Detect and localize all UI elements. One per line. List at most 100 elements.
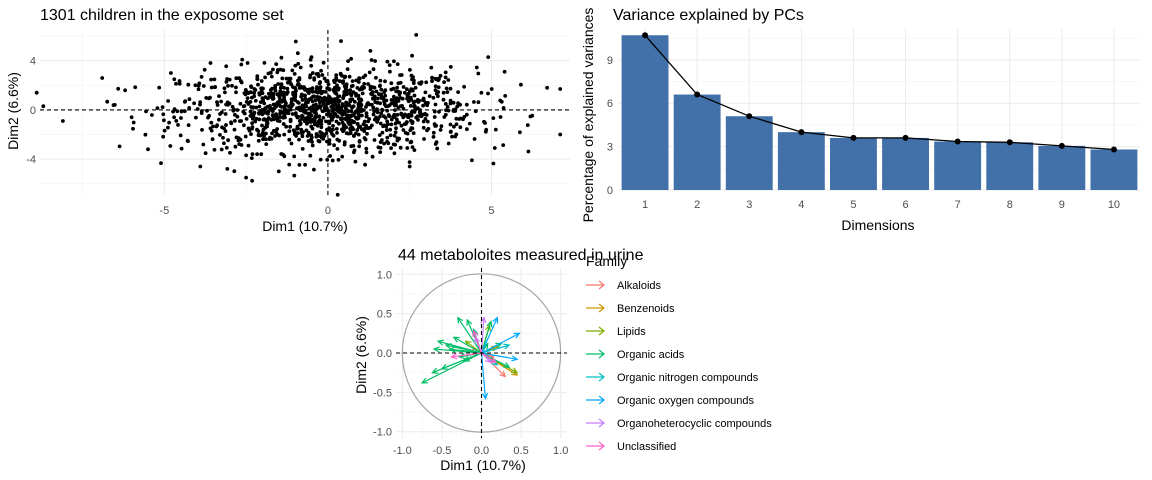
scatter-point <box>250 178 255 183</box>
scatter-point <box>196 83 201 88</box>
scatter-point <box>369 58 374 62</box>
scree-point <box>902 134 909 141</box>
scatter-point <box>352 111 357 116</box>
scatter-point <box>409 95 413 100</box>
scatter-point <box>373 59 377 63</box>
scatter-point <box>270 131 274 136</box>
scatter-point <box>245 61 250 65</box>
scatter-point <box>286 108 290 113</box>
scatter-point <box>352 99 357 104</box>
scatter-point <box>249 84 253 89</box>
scatter-point <box>249 156 254 161</box>
scatter-point <box>380 138 384 142</box>
scatter-point <box>314 102 318 107</box>
scatter-point <box>355 128 360 132</box>
scatter-point <box>448 98 453 103</box>
scatter-point <box>384 128 389 133</box>
scatter-point <box>348 123 353 127</box>
scatter-point <box>317 114 322 119</box>
scatter-point <box>212 77 217 82</box>
scatter-point <box>298 65 303 70</box>
circle-title: 44 metaboloites measured in urine <box>398 247 644 264</box>
scatter-point <box>389 81 394 86</box>
scatter-point <box>483 121 487 125</box>
scatter-point <box>319 91 324 96</box>
scatter-point <box>423 90 428 95</box>
legend-label: Alkaloids <box>617 280 662 292</box>
scatter-point <box>367 102 372 107</box>
legend-key-arrowhead <box>598 418 605 428</box>
scatter-point <box>340 154 345 159</box>
scatter-point <box>341 124 346 129</box>
scree-line-overlay <box>642 32 1117 153</box>
scatter-point <box>250 116 255 121</box>
scatter-point <box>321 115 326 120</box>
circle-x-tick-label: 0.5 <box>513 445 528 457</box>
legend-item: Organic oxygen compounds <box>586 395 754 407</box>
scree-point <box>1006 139 1013 146</box>
scatter-point <box>217 94 221 98</box>
legend-label: Organic oxygen compounds <box>617 395 754 407</box>
scatter-point <box>273 86 277 90</box>
scatter-point <box>501 106 506 110</box>
scatter-point <box>491 161 496 166</box>
scatter-point <box>266 91 271 96</box>
scatter-point <box>287 162 292 167</box>
scatter-point <box>253 119 258 124</box>
scatter-point <box>413 107 418 112</box>
scatter-point <box>174 119 179 123</box>
loading-vector-arrowhead <box>489 356 497 364</box>
scatter-point <box>335 147 340 151</box>
scatter-point <box>246 143 251 148</box>
scatter-point <box>310 143 315 148</box>
scatter-point <box>264 131 268 136</box>
scatter-point <box>277 99 282 103</box>
scatter-point <box>317 81 322 86</box>
scatter-point <box>196 87 201 92</box>
scatter-point <box>319 68 323 73</box>
scatter-point <box>472 137 477 141</box>
scatter-point <box>341 109 345 114</box>
loading-vector <box>481 352 497 363</box>
scatter-point <box>231 108 236 113</box>
legend-label: Lipids <box>617 326 646 338</box>
scatter-point <box>372 109 377 114</box>
scatter-point <box>199 75 204 79</box>
scatter-point <box>476 71 481 76</box>
scatter-point <box>296 115 301 119</box>
scatter-point <box>225 100 230 105</box>
scatter-point <box>202 67 207 72</box>
scatter-point <box>166 99 171 103</box>
scatter-point <box>410 87 415 92</box>
scatter-point <box>364 146 369 151</box>
scatter-point <box>407 164 412 169</box>
scatter-point <box>411 101 416 105</box>
scatter-point <box>275 118 280 123</box>
scatter-point <box>394 89 399 94</box>
scatter-point <box>341 129 345 134</box>
scatter-point <box>253 98 258 103</box>
scatter-point <box>252 110 257 115</box>
scatter-point <box>448 122 453 127</box>
scatter-point <box>146 147 150 152</box>
scree-bar <box>621 35 669 190</box>
scatter-point <box>256 138 261 143</box>
scatter-point <box>244 175 249 180</box>
scatter-point <box>275 127 279 131</box>
scatter-point <box>293 95 297 100</box>
scatter-point <box>295 106 299 111</box>
scree-y-tick-label: 0 <box>607 185 613 197</box>
scatter-point <box>215 103 220 107</box>
scatter-point <box>242 123 246 128</box>
scatter-point <box>169 71 173 75</box>
circle-x-tick-label: 1.0 <box>553 445 568 457</box>
scatter-point <box>456 90 460 94</box>
scatter-point <box>467 121 472 126</box>
legend-item: Lipids <box>586 326 646 338</box>
scatter-point <box>370 154 375 159</box>
legend-item: Benzenoids <box>586 303 675 315</box>
scatter-point <box>344 85 349 89</box>
scatter-point <box>316 121 321 125</box>
scatter-point <box>408 104 413 108</box>
